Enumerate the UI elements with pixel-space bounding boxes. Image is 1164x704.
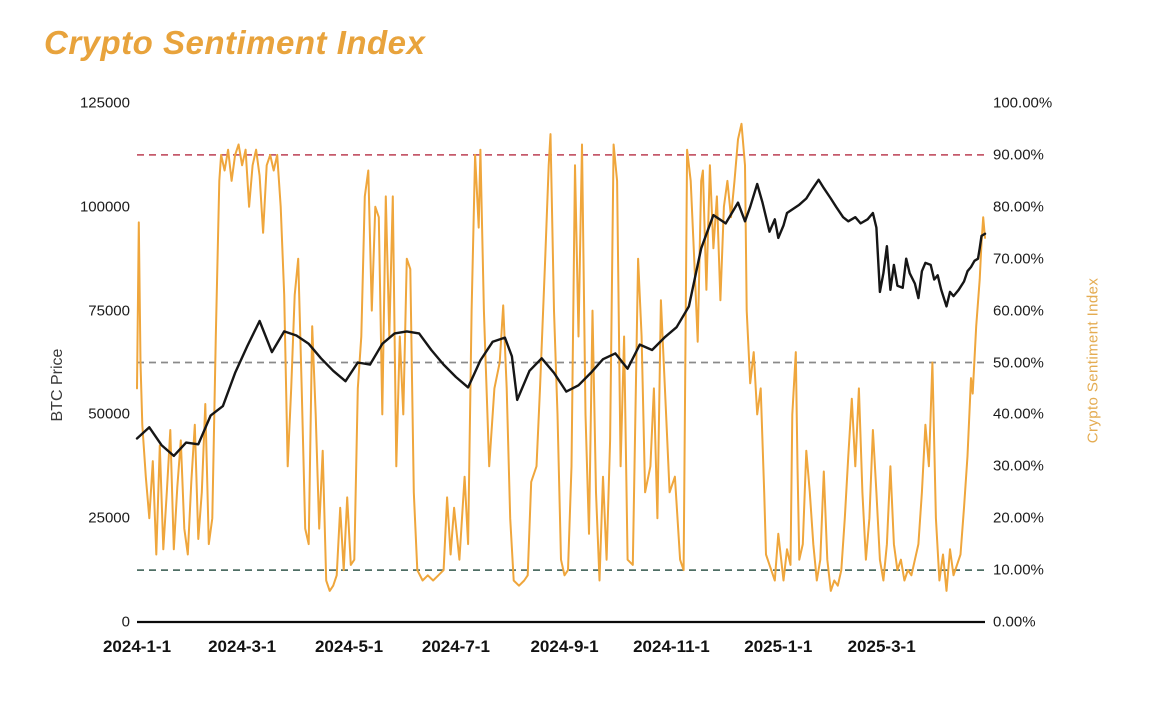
right-axis-tick: 100.00% bbox=[993, 94, 1053, 112]
right-axis-tick: 0.00% bbox=[993, 613, 1036, 631]
right-axis-tick: 60.00% bbox=[993, 302, 1044, 320]
left-axis-tick: 125000 bbox=[79, 94, 130, 112]
chart-title: Crypto Sentiment Index bbox=[44, 24, 426, 61]
x-axis-tick: 2024-1-1 bbox=[102, 637, 172, 656]
left-axis-tick: 100000 bbox=[79, 198, 130, 216]
right-axis-tick: 10.00% bbox=[993, 561, 1044, 579]
x-axis-tick: 2024-11-1 bbox=[633, 637, 710, 656]
sentiment-line bbox=[136, 122, 986, 592]
right-axis-tick: 30.00% bbox=[993, 457, 1044, 475]
x-axis-tick: 2024-9-1 bbox=[530, 637, 599, 656]
x-axis-tick: 2025-1-1 bbox=[744, 637, 813, 656]
right-axis-tick: 90.00% bbox=[993, 146, 1044, 164]
left-axis-tick: 25000 bbox=[88, 509, 130, 527]
x-axis-tick: 2025-3-1 bbox=[847, 637, 916, 656]
left-axis-tick: 75000 bbox=[88, 302, 130, 320]
left-axis-tick: 50000 bbox=[88, 405, 130, 423]
right-axis-tick: 40.00% bbox=[993, 405, 1044, 423]
right-axis-tick: 80.00% bbox=[993, 198, 1044, 216]
right-axis-tick: 20.00% bbox=[993, 509, 1044, 527]
btc-price-line bbox=[135, 178, 987, 458]
x-axis-tick: 2024-5-1 bbox=[314, 637, 384, 656]
right-axis-tick: 50.00% bbox=[993, 354, 1044, 371]
x-axis-tick: 2024-7-1 bbox=[421, 637, 490, 656]
x-axis-tick: 2024-3-1 bbox=[208, 637, 277, 656]
left-axis-tick: 0 bbox=[121, 613, 130, 631]
right-axis-tick: 70.00% bbox=[993, 250, 1044, 268]
